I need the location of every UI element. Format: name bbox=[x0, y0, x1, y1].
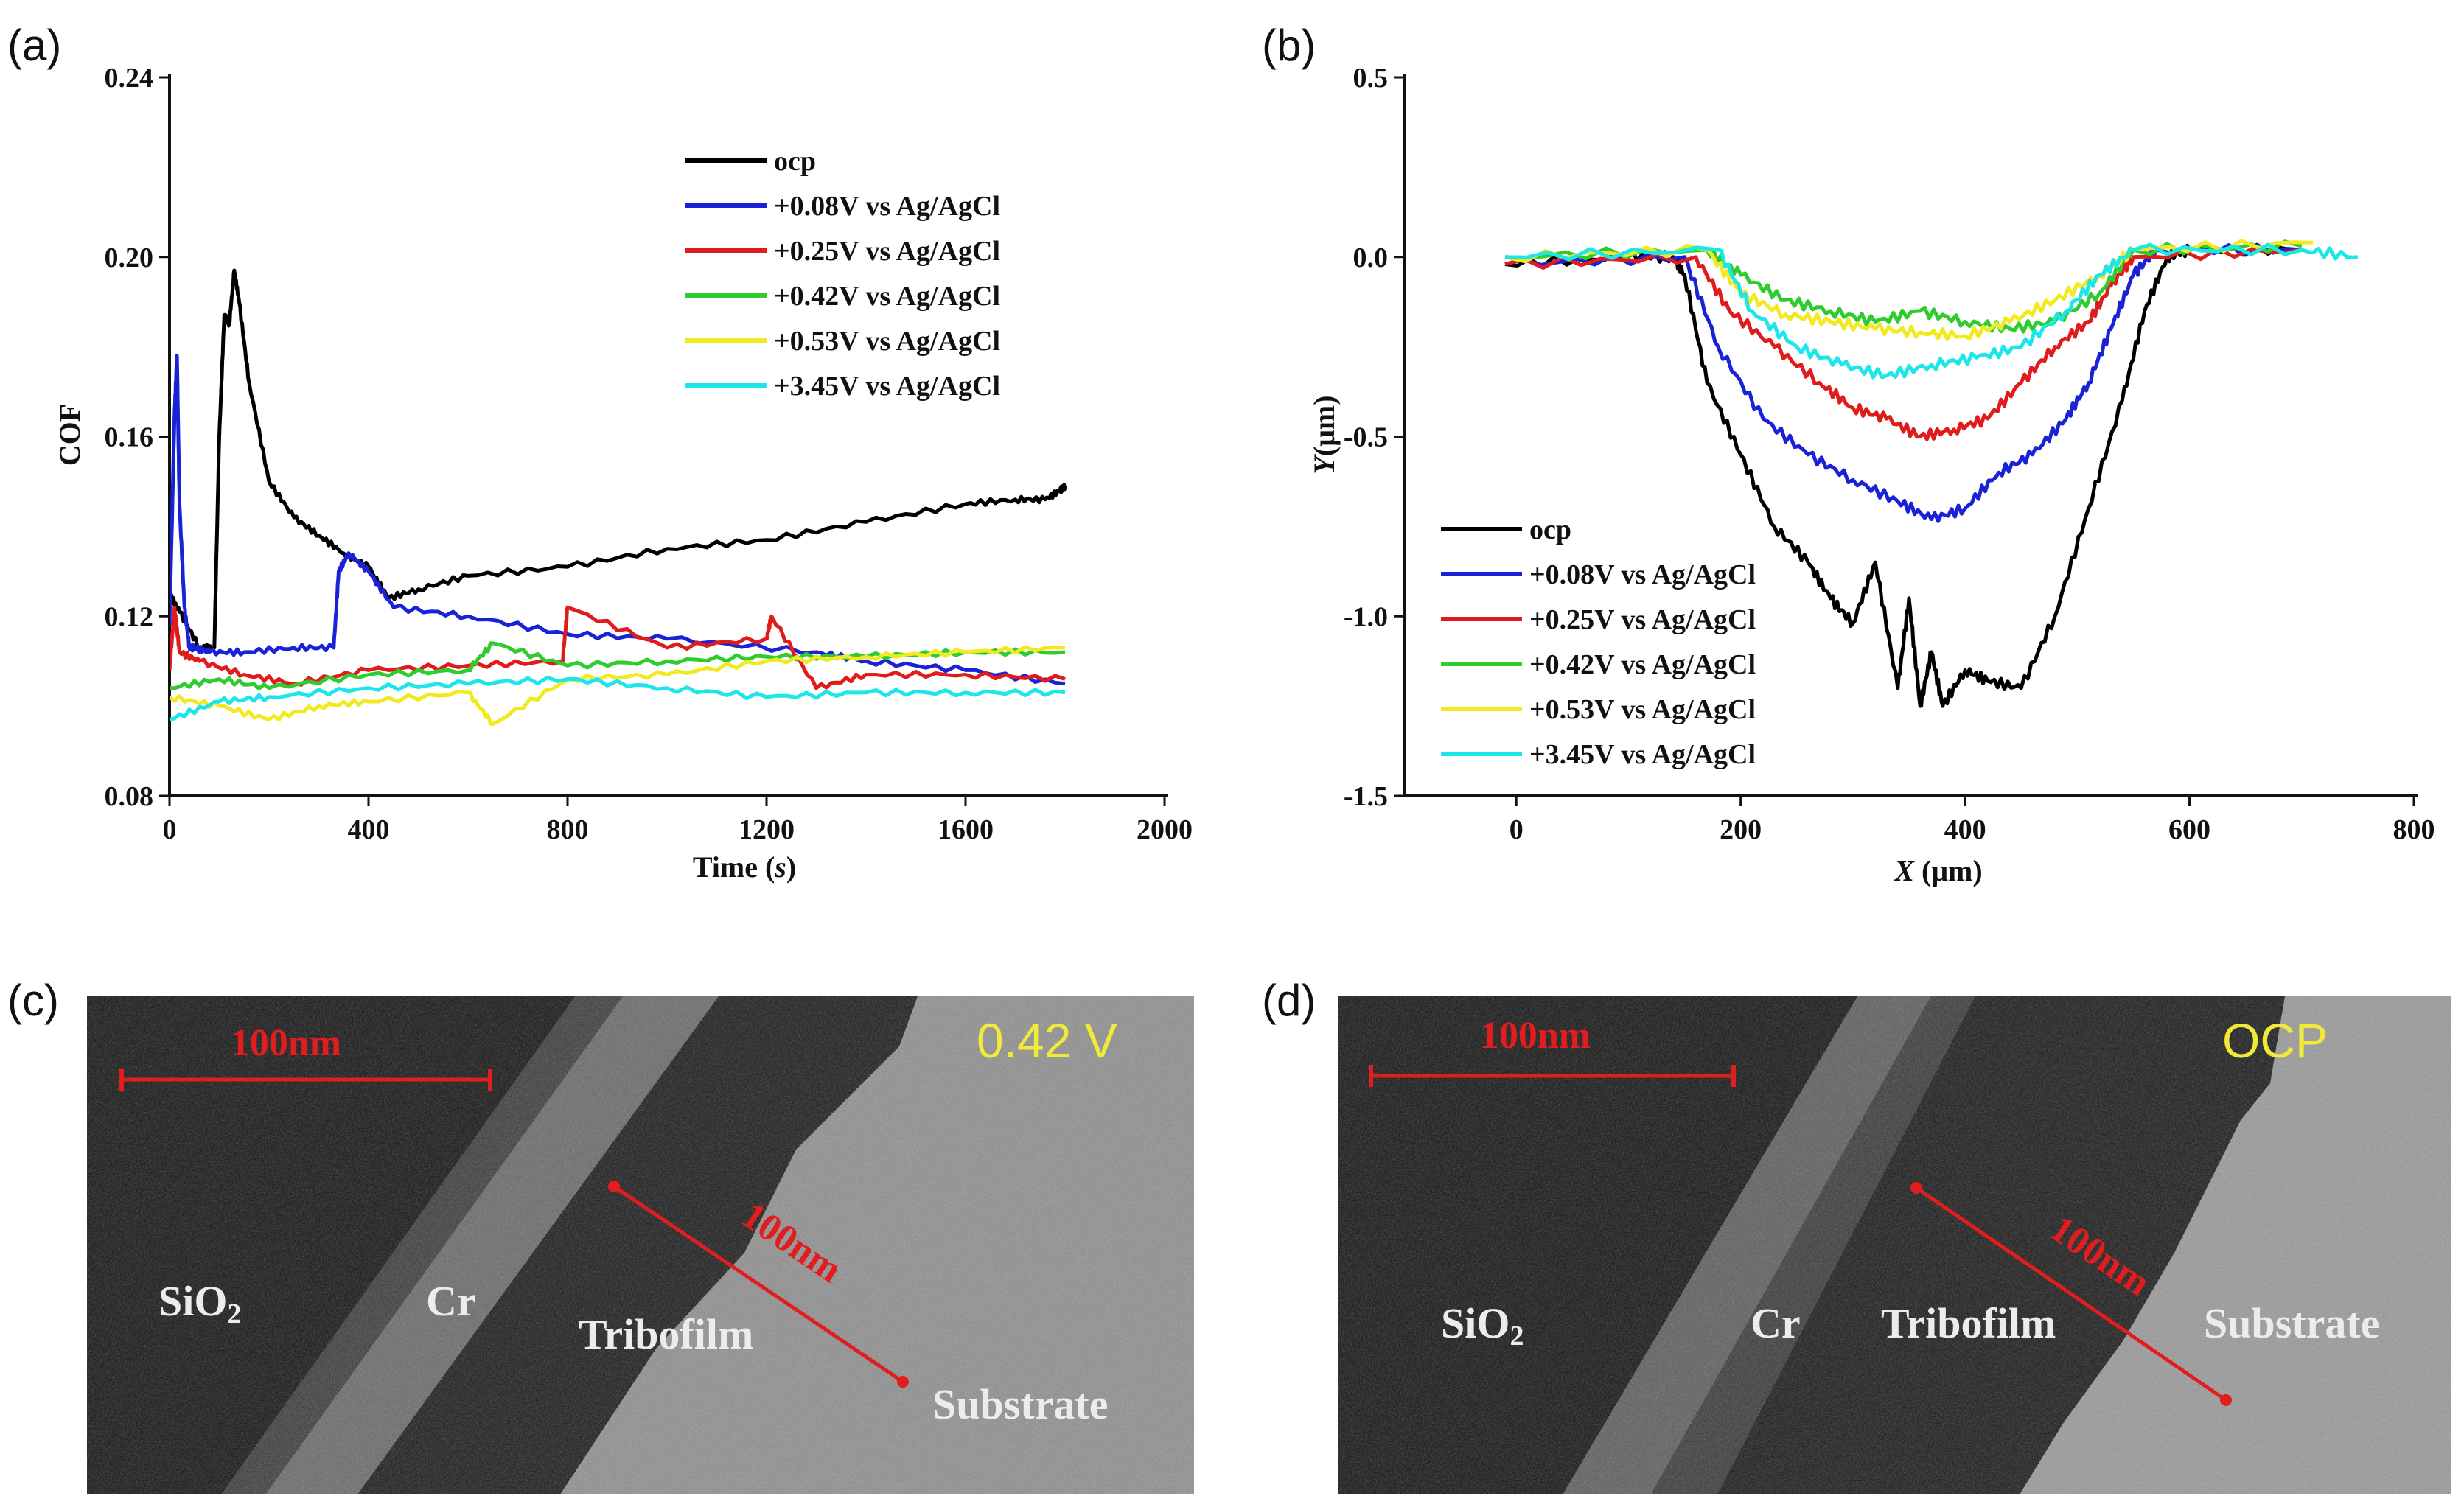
legend-label: +0.42V vs Ag/AgCl bbox=[774, 281, 1000, 312]
panel-b: (b) 0 200 400 600 800 0.5 0.0 -0.5 -1.0 -1.5 X (μ… bbox=[1262, 21, 2435, 887]
legend-label: ocp bbox=[774, 146, 816, 177]
axis-ticks: 0 400 800 1200 1600 2000 0.08 0.12 0.16 0.20 0.24 bbox=[105, 63, 1193, 845]
panel-label-b: (b) bbox=[1262, 21, 1316, 70]
label-substrate: Substrate bbox=[2204, 1299, 2379, 1347]
panel-c: (c) SiO2 Cr Tribofilm Substrate 0.42 V 1… bbox=[7, 976, 1194, 1494]
panel-d: (d) SiO2 Cr Tribofilm Substrate OCP 100n… bbox=[1262, 976, 2451, 1494]
voltage-label: OCP bbox=[2222, 1013, 2328, 1068]
x-tick-label: 400 bbox=[348, 814, 390, 845]
legend-label: +0.42V vs Ag/AgCl bbox=[1529, 649, 1756, 680]
x-tick-label: 0 bbox=[1510, 814, 1524, 845]
y-tick-label: 0.08 bbox=[105, 781, 154, 812]
label-sio2: SiO2 bbox=[1441, 1299, 1524, 1352]
legend-label: +0.53V vs Ag/AgCl bbox=[1529, 694, 1756, 725]
label-tribofilm: Tribofilm bbox=[1881, 1299, 2056, 1347]
x-tick-label: 0 bbox=[163, 814, 177, 845]
series-lines bbox=[170, 268, 1067, 726]
x-tick-label: 1200 bbox=[739, 814, 795, 845]
legend-label: +0.08V vs Ag/AgCl bbox=[1529, 559, 1756, 590]
x-axis-title: Time (s) bbox=[693, 850, 796, 884]
y-tick-label: 0.24 bbox=[105, 63, 154, 94]
label-sio2: SiO2 bbox=[158, 1277, 242, 1329]
y-tick-label: -1.5 bbox=[1344, 781, 1388, 812]
series-line bbox=[1504, 242, 2302, 708]
legend-label: +3.45V vs Ag/AgCl bbox=[774, 371, 1000, 402]
label-substrate: Substrate bbox=[932, 1380, 1108, 1428]
series-line bbox=[1504, 246, 2303, 441]
legend: ocp +0.08V vs Ag/AgCl +0.25V vs Ag/AgCl +0.… bbox=[1441, 514, 1756, 770]
legend-label: +3.45V vs Ag/AgCl bbox=[1529, 739, 1756, 770]
label-cr: Cr bbox=[1751, 1299, 1801, 1347]
y-axis-title: Y(μm) bbox=[1308, 395, 1341, 474]
y-tick-label: 0.16 bbox=[105, 422, 154, 453]
series-line bbox=[170, 354, 1066, 686]
y-tick-label: 0.0 bbox=[1353, 242, 1389, 273]
legend-label: +0.25V vs Ag/AgCl bbox=[774, 236, 1000, 267]
series-lines bbox=[1504, 239, 2359, 708]
x-tick-label: 400 bbox=[1944, 814, 1986, 845]
x-tick-label: 600 bbox=[2168, 814, 2210, 845]
panel-label-c: (c) bbox=[7, 976, 59, 1025]
label-tribofilm: Tribofilm bbox=[579, 1310, 753, 1358]
voltage-label: 0.42 V bbox=[977, 1013, 1117, 1068]
axis-ticks: 0 200 400 600 800 0.5 0.0 -0.5 -1.0 -1.5 bbox=[1344, 63, 2435, 845]
profile-chart: 0 200 400 600 800 0.5 0.0 -0.5 -1.0 -1.5 X (μm) Y… bbox=[1308, 63, 2435, 887]
legend-label: +0.53V vs Ag/AgCl bbox=[774, 326, 1000, 357]
x-tick-label: 200 bbox=[1720, 814, 1762, 845]
y-axis-title: COF bbox=[53, 404, 86, 466]
x-tick-label: 1600 bbox=[938, 814, 994, 845]
y-tick-label: -1.0 bbox=[1344, 601, 1388, 632]
series-line bbox=[170, 645, 1066, 726]
y-tick-label: 0.12 bbox=[105, 601, 154, 632]
series-line bbox=[1504, 239, 2303, 334]
panel-label-d: (d) bbox=[1262, 976, 1316, 1025]
svg-text:100nm: 100nm bbox=[231, 1022, 341, 1064]
x-axis-title: X (μm) bbox=[1893, 854, 1982, 887]
cof-chart: 0 400 800 1200 1600 20000.080.120.160.200.24 … bbox=[53, 63, 1193, 884]
x-tick-label: 800 bbox=[547, 814, 589, 845]
series-line bbox=[170, 268, 1067, 653]
scale-bar-horizontal: 100nm bbox=[1369, 1015, 1736, 1087]
series-line bbox=[170, 675, 1066, 721]
panel-label-a: (a) bbox=[7, 21, 61, 70]
tem-image-d: SiO2 Cr Tribofilm Substrate OCP 100nm 10… bbox=[1338, 996, 2451, 1494]
x-tick-label: 2000 bbox=[1137, 814, 1193, 845]
y-tick-label: 0.20 bbox=[105, 242, 154, 273]
legend: ocp +0.08V vs Ag/AgCl +0.25V vs Ag/AgCl +0.… bbox=[685, 146, 1000, 402]
series-line bbox=[1504, 243, 2302, 523]
y-tick-label: -0.5 bbox=[1344, 422, 1388, 453]
y-tick-label: 0.5 bbox=[1353, 63, 1389, 94]
tem-image-c: SiO2 Cr Tribofilm Substrate 0.42 V 100nm… bbox=[87, 996, 1194, 1494]
series-line bbox=[170, 605, 1066, 690]
x-tick-label: 800 bbox=[2393, 814, 2435, 845]
series-line bbox=[1504, 242, 2359, 380]
svg-text:100nm: 100nm bbox=[1480, 1015, 1591, 1057]
panel-a: (a) 0 400 800 1200 1600 20000.080.120.160.200… bbox=[7, 21, 1193, 884]
legend-label: +0.08V vs Ag/AgCl bbox=[774, 191, 1000, 222]
scale-bar-horizontal: 100nm bbox=[119, 1022, 492, 1091]
label-cr: Cr bbox=[426, 1277, 476, 1325]
legend-label: +0.25V vs Ag/AgCl bbox=[1529, 604, 1756, 635]
legend-label: ocp bbox=[1529, 514, 1571, 545]
